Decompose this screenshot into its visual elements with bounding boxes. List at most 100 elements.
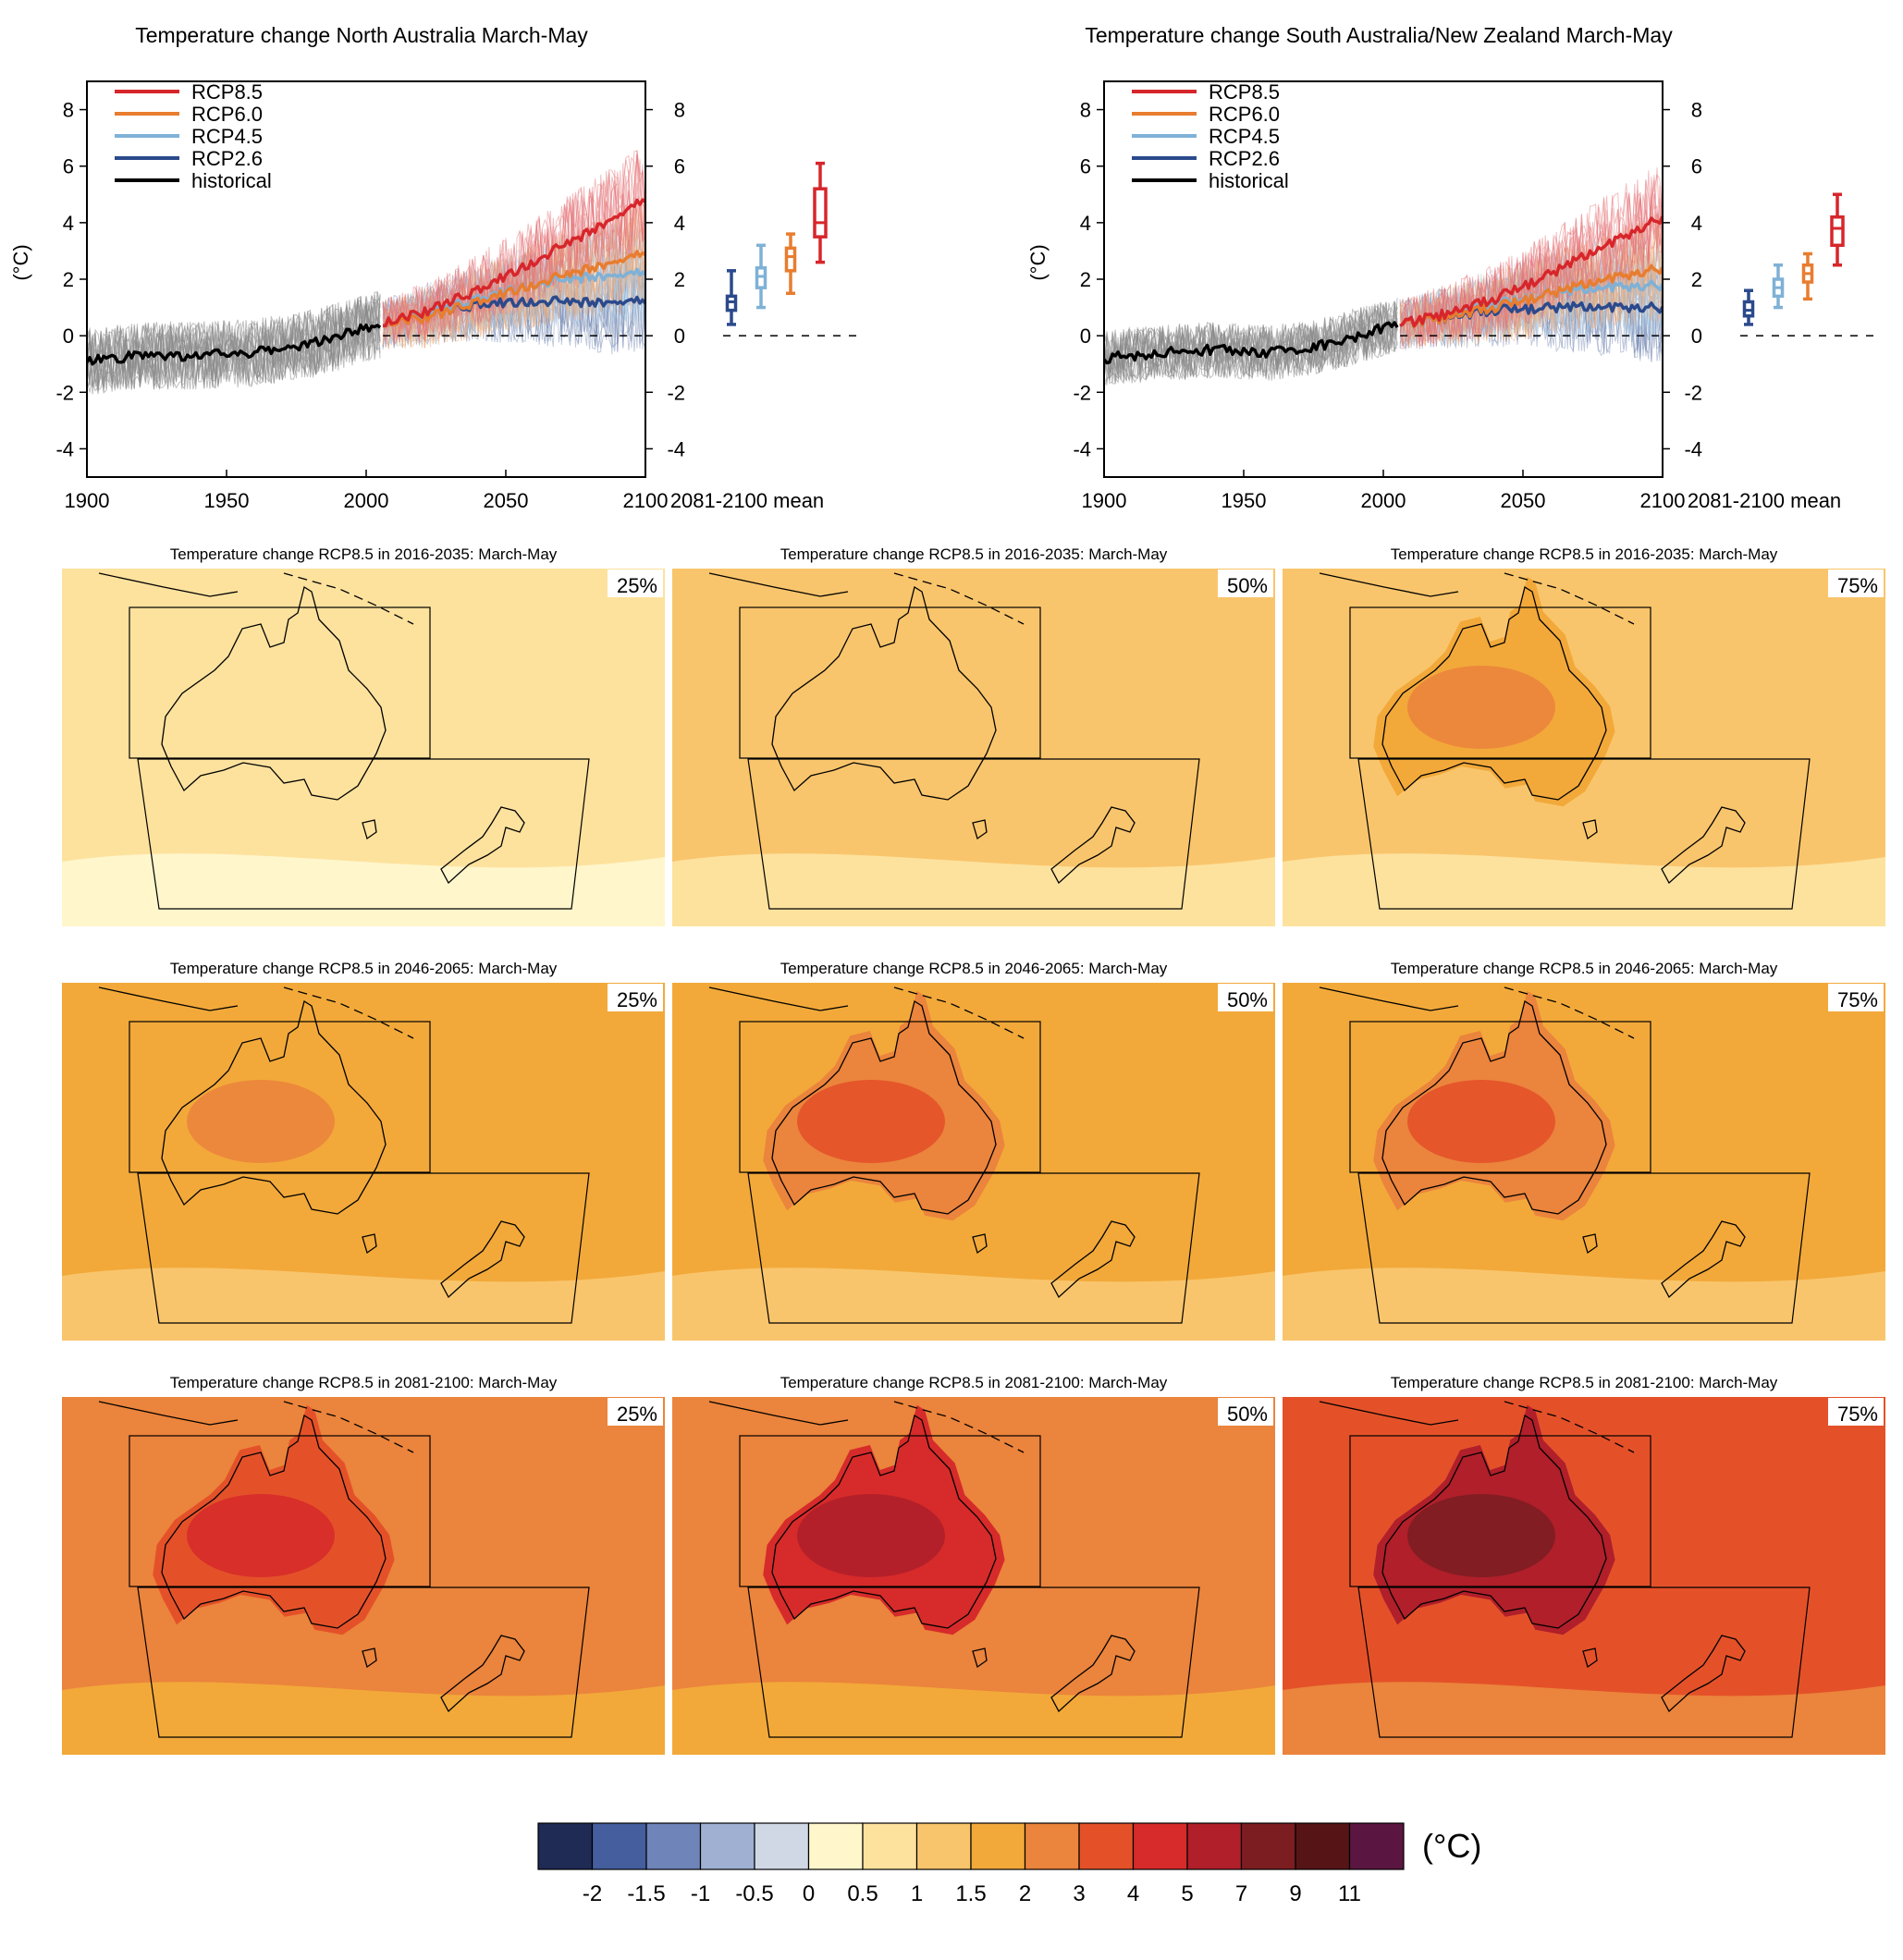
mean-boxplots: 2081-2100 mean — [1688, 192, 1882, 512]
region-box-south-australia-new-zealand — [747, 758, 1200, 910]
y-tick-label: 4 — [63, 212, 74, 235]
colorbar-swatch — [1295, 1822, 1351, 1870]
australia-coastline — [161, 1414, 387, 1629]
island-chain-coastline — [283, 572, 414, 625]
map-land-field — [763, 576, 1005, 807]
colorbar-tick-label: 4 — [1127, 1881, 1139, 1906]
new-zealand-coastline — [440, 1635, 525, 1713]
new-guinea-coastline — [708, 986, 849, 1011]
island-chain-coastline — [893, 572, 1025, 625]
australia-coastline — [1381, 1414, 1607, 1629]
ensemble-member-line — [1399, 263, 1663, 362]
map-hotspot — [1407, 666, 1555, 749]
y-tick-label-right: 4 — [674, 212, 685, 235]
y-tick-label-right: 2 — [674, 268, 685, 291]
tasmania-coastline — [362, 1648, 377, 1669]
region-box-north-australia — [739, 1435, 1041, 1587]
island-chain-coastline — [893, 986, 1025, 1039]
map-title: Temperature change RCP8.5 in 2016-2035: … — [170, 545, 558, 563]
map-southern-band — [672, 1268, 1275, 1341]
box-rcp45 — [755, 266, 767, 289]
ensemble-member-line — [1399, 264, 1663, 361]
colorbar-swatch — [1348, 1822, 1405, 1870]
island-chain-coastline — [1504, 986, 1635, 1039]
island-chain-coastline — [1504, 1401, 1635, 1453]
percentile-label-background — [608, 570, 663, 597]
y-tick-label: 2 — [63, 268, 74, 291]
box-rcp26 — [725, 294, 738, 312]
region-box-south-australia-new-zealand — [747, 1586, 1200, 1738]
ensemble-member-line — [1399, 213, 1663, 341]
ensemble-member-line — [382, 203, 645, 348]
region-box-north-australia — [129, 1021, 431, 1173]
map-panel-5: Temperature change RCP8.5 in 2046-2065: … — [672, 960, 1275, 1341]
legend-label: RCP2.6 — [1209, 147, 1280, 170]
box-rcp60 — [784, 246, 797, 273]
percentile-label-background — [1218, 570, 1273, 597]
tasmania-coastline — [362, 1233, 377, 1255]
colorbar-swatch — [862, 1822, 918, 1870]
colorbar-swatch — [537, 1822, 594, 1870]
tasmania-coastline — [1582, 1233, 1598, 1255]
ensemble-member-line — [1399, 212, 1663, 349]
island-chain-coastline — [1504, 572, 1635, 625]
ensemble-member-line — [1399, 223, 1663, 347]
percentile-label-background — [608, 1398, 663, 1426]
legend-label: RCP4.5 — [1209, 125, 1280, 148]
region-box-south-australia-new-zealand — [137, 1172, 590, 1324]
percentile-label: 75% — [1837, 988, 1878, 1011]
box-rcp85 — [813, 187, 828, 239]
colorbar-swatch — [1132, 1822, 1188, 1870]
x-tick-label: 2000 — [1361, 489, 1406, 512]
ensemble-member-line — [382, 150, 645, 344]
percentile-label: 25% — [617, 1403, 657, 1426]
ensemble-member-line — [382, 250, 645, 355]
percentile-label-background — [1828, 570, 1884, 597]
percentile-label: 25% — [617, 574, 657, 597]
map-panel-2: Temperature change RCP8.5 in 2016-2035: … — [672, 545, 1275, 926]
new-guinea-coastline — [1319, 1401, 1459, 1426]
colorbar-swatch — [1240, 1822, 1296, 1870]
percentile-label: 75% — [1837, 574, 1878, 597]
new-zealand-coastline — [1050, 806, 1136, 885]
map-land-field — [153, 576, 395, 807]
x-tick-label: 1950 — [1222, 489, 1267, 512]
y-axis-label: (°C) — [9, 244, 32, 280]
x-tick-label: 2100 — [1640, 489, 1686, 512]
map-title: Temperature change RCP8.5 in 2081-2100: … — [1391, 1374, 1778, 1391]
ensemble-member-line — [382, 154, 645, 342]
colorbar-tick-label: -2 — [583, 1881, 602, 1906]
new-guinea-coastline — [1319, 986, 1459, 1011]
region-box-south-australia-new-zealand — [137, 1586, 590, 1738]
x-tick-label: 2050 — [1501, 489, 1546, 512]
y-tick-label: -2 — [1073, 381, 1091, 404]
new-guinea-coastline — [98, 1401, 239, 1426]
map-panel-6: Temperature change RCP8.5 in 2046-2065: … — [1283, 960, 1885, 1341]
y-tick-label: 6 — [63, 155, 74, 178]
legend-label: RCP6.0 — [191, 103, 263, 126]
colorbar-swatch — [915, 1822, 972, 1870]
region-box-north-australia — [129, 606, 431, 759]
y-tick-label-right: 8 — [1691, 99, 1702, 122]
map-hotspot — [187, 1494, 335, 1577]
colorbar-tick-label: 11 — [1338, 1881, 1361, 1906]
x-tick-label: 2100 — [623, 489, 669, 512]
region-box-south-australia-new-zealand — [1357, 1172, 1811, 1324]
new-zealand-coastline — [1050, 1635, 1136, 1713]
map-title: Temperature change RCP8.5 in 2016-2035: … — [1391, 545, 1778, 563]
region-box-north-australia — [1349, 1021, 1651, 1173]
ensemble-member-line — [1399, 213, 1663, 347]
map-southern-band — [1283, 1682, 1885, 1755]
percentile-label-background — [1218, 984, 1273, 1011]
ensemble-member-line — [1399, 197, 1663, 346]
tasmania-coastline — [972, 819, 988, 840]
ensemble-member-line — [382, 259, 645, 352]
colorbar-tick-label: 5 — [1181, 1881, 1193, 1906]
map-southern-band — [62, 1268, 665, 1341]
map-hotspot — [1407, 1080, 1555, 1163]
mean-line-historical — [1104, 321, 1399, 365]
map-panel-4: Temperature change RCP8.5 in 2046-2065: … — [62, 960, 665, 1341]
region-box-south-australia-new-zealand — [1357, 758, 1811, 910]
